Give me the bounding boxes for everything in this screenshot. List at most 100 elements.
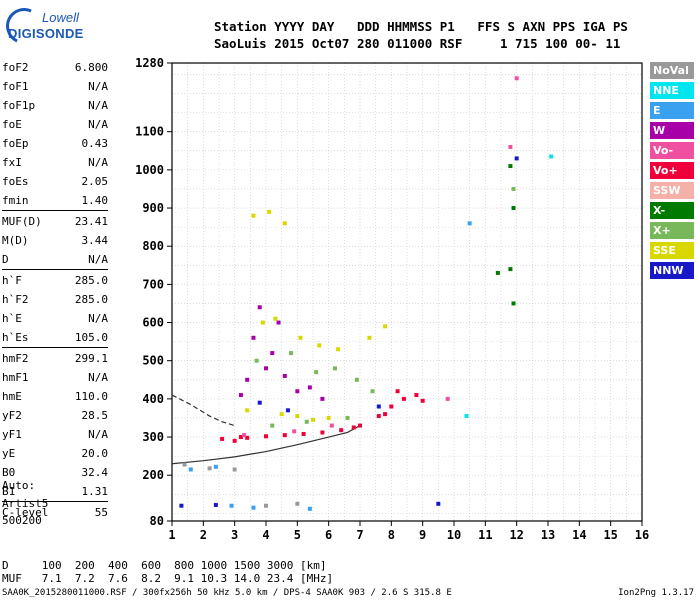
parameter-label: yF2	[2, 409, 22, 422]
echo-point	[351, 425, 356, 430]
parameter-row: C-level 55	[2, 503, 108, 522]
echo-point	[329, 423, 334, 428]
footer-distance: D 100 200 400 600 800 1000 1500 3000 [km…	[2, 559, 327, 572]
parameter-row: D N/A	[2, 250, 108, 269]
parameter-value: 110.0	[74, 390, 108, 403]
legend-item: X+	[650, 222, 694, 239]
echo-point	[508, 267, 513, 272]
echo-point	[289, 351, 294, 356]
echo-point	[549, 154, 554, 159]
parameter-row: foEs 2.05	[2, 172, 108, 191]
echo-point	[282, 433, 287, 438]
footer-muf: MUF 7.1 7.2 7.6 8.2 9.1 10.3 14.0 23.4 […	[2, 572, 334, 585]
echo-point	[267, 209, 272, 214]
parameter-value: 105.0	[74, 331, 108, 344]
echo-point	[389, 404, 394, 409]
parameter-value: 1.31	[81, 485, 109, 498]
parameter-row: B0 32.4	[2, 463, 108, 482]
parameter-value: 0.43	[81, 137, 109, 150]
x-tick-label: 8	[388, 528, 395, 542]
y-tick-label: 300	[142, 430, 164, 444]
parameter-label: foE	[2, 118, 22, 131]
x-tick-label: 3	[231, 528, 238, 542]
echo-point	[270, 351, 275, 356]
logo-brand: Lowell	[42, 10, 79, 25]
parameter-divider	[2, 501, 108, 502]
echo-point	[264, 434, 268, 439]
header-line-2: SaoLuis 2015 Oct07 280 011000 RSF 1 715 …	[214, 36, 621, 51]
echo-point	[511, 206, 516, 211]
parameter-row: yF2 28.5	[2, 406, 108, 425]
echo-point	[367, 335, 372, 340]
parameter-value: 20.0	[81, 447, 109, 460]
parameter-row: h`E N/A	[2, 309, 108, 328]
echo-point	[311, 417, 315, 422]
echo-point	[270, 423, 275, 428]
legend-item: E	[650, 102, 694, 119]
echo-point	[264, 503, 268, 508]
parameter-value: 299.1	[74, 352, 108, 365]
echo-point	[295, 414, 300, 419]
parameter-value: 23.41	[74, 215, 108, 228]
parameter-label: foF1p	[2, 99, 36, 112]
x-tick-label: 12	[509, 528, 523, 542]
parameter-value: N/A	[88, 371, 108, 384]
echo-point	[229, 503, 234, 508]
echo-point	[213, 502, 218, 507]
parameter-value: 1.40	[81, 194, 109, 207]
parameter-row: h`Es 105.0	[2, 328, 108, 347]
auto-code: 500200	[2, 514, 42, 527]
echo-point	[376, 404, 381, 409]
parameter-row: MUF(D) 23.41	[2, 212, 108, 231]
parameter-label: fmin	[2, 194, 29, 207]
echo-point	[307, 506, 312, 511]
parameter-value: N/A	[88, 253, 108, 266]
echo-point	[251, 213, 256, 218]
echo-point	[207, 466, 212, 471]
parameter-label: h`F2	[2, 293, 29, 306]
parameter-row: fxI N/A	[2, 153, 108, 172]
echo-point	[445, 396, 450, 401]
echo-point	[420, 398, 425, 403]
parameter-value: N/A	[88, 156, 108, 169]
legend-item: Vo-	[650, 142, 694, 159]
legend-item: NNE	[650, 82, 694, 99]
legend-item: Vo+	[650, 162, 694, 179]
footer-filename: SAA0K_2015280011000.RSF / 300fx256h 50 k…	[2, 588, 452, 598]
x-tick-label: 1	[168, 528, 175, 542]
echo-point	[383, 324, 388, 329]
parameter-row: h`F 285.0	[2, 271, 108, 290]
parameter-row: foF1p N/A	[2, 96, 108, 115]
echo-point	[245, 408, 250, 413]
legend-item: X-	[650, 202, 694, 219]
x-tick-label: 5	[294, 528, 301, 542]
parameter-label: h`Es	[2, 331, 29, 344]
echo-point	[182, 462, 187, 467]
parameter-row: yE 20.0	[2, 444, 108, 463]
echo-point	[358, 423, 362, 428]
parameter-label: B1	[2, 485, 16, 498]
parameter-row: foE N/A	[2, 115, 108, 134]
echo-point	[339, 428, 344, 433]
dashed-trace-line	[171, 394, 235, 427]
echo-point	[254, 358, 259, 363]
legend-item: NoVal	[650, 62, 694, 79]
profile-trace-line	[171, 425, 361, 465]
echo-point	[260, 320, 265, 325]
auto-artist: Artist5	[2, 497, 49, 510]
parameter-label: h`E	[2, 312, 22, 325]
legend-item: SSW	[650, 182, 694, 199]
echo-point	[282, 373, 287, 378]
parameter-value: N/A	[88, 428, 108, 441]
echo-point	[467, 221, 472, 226]
y-tick-label: 500	[142, 354, 164, 368]
y-tick-label: 200	[142, 468, 164, 482]
parameter-value: N/A	[88, 118, 108, 131]
echo-point	[314, 370, 319, 375]
x-tick-label: 14	[572, 528, 586, 542]
echo-point	[514, 76, 519, 81]
parameter-value: 285.0	[74, 293, 108, 306]
parameter-label: hmF2	[2, 352, 29, 365]
echo-point	[307, 385, 312, 390]
